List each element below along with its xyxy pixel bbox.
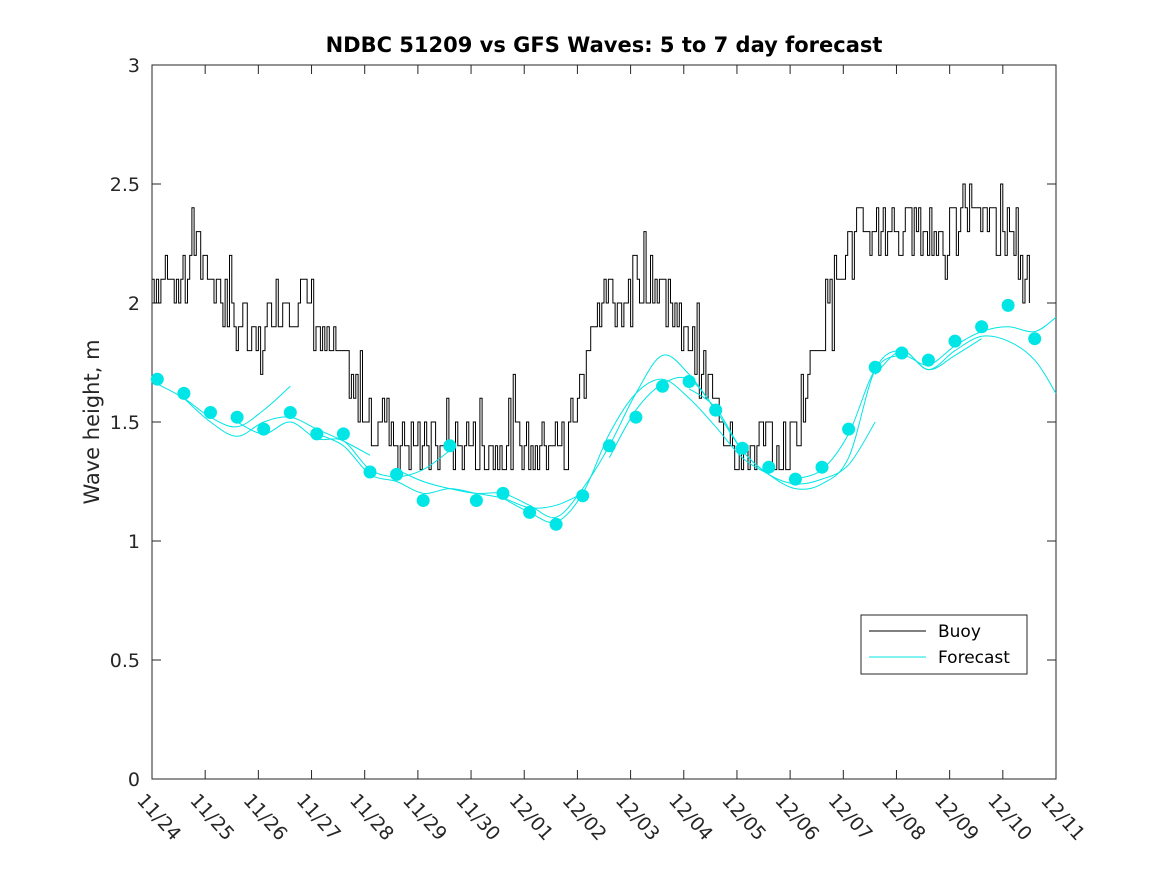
y-tick-label: 0 <box>128 769 140 791</box>
forecast-point <box>975 320 989 334</box>
y-tick-label: 0.5 <box>110 650 140 672</box>
buoy-series <box>152 183 1030 471</box>
y-tick-label: 1.5 <box>110 412 140 434</box>
y-tick-label: 3 <box>128 55 140 77</box>
y-tick-label: 2 <box>128 293 140 315</box>
forecast-point <box>735 441 749 455</box>
forecast-point <box>310 427 324 441</box>
forecast-point <box>204 406 217 419</box>
forecast-point <box>257 422 271 436</box>
forecast-point <box>576 489 590 503</box>
forecast-point <box>416 494 430 507</box>
y-tick-label: 1 <box>128 531 140 553</box>
legend: Buoy Forecast <box>860 614 1028 675</box>
y-tick-label: 2.5 <box>110 174 140 196</box>
forecast-run-line <box>236 421 451 478</box>
y-axis-label: Wave height, m <box>80 339 104 504</box>
forecast-point <box>948 334 962 348</box>
forecast-point <box>788 472 802 486</box>
forecast-point <box>842 422 856 436</box>
forecast-point <box>336 427 350 441</box>
forecast-point <box>921 353 935 367</box>
legend-box <box>860 614 1028 675</box>
forecast-point <box>390 467 404 481</box>
forecast-point <box>629 410 643 424</box>
forecast-point <box>549 517 563 531</box>
forecast-point <box>1028 332 1042 346</box>
forecast-point <box>523 505 537 519</box>
forecast-point <box>230 410 244 424</box>
forecast-point <box>602 439 616 453</box>
forecast-point <box>1001 298 1015 312</box>
forecast-point <box>469 494 483 507</box>
forecast-point <box>177 386 191 400</box>
forecast-point <box>496 486 510 500</box>
forecast-point <box>868 360 882 374</box>
forecast-point <box>656 379 669 393</box>
forecast-point <box>709 403 723 417</box>
forecast-run-line <box>396 354 717 519</box>
legend-buoy-label: Buoy <box>938 622 981 642</box>
forecast-point <box>762 460 776 474</box>
forecast-point <box>895 346 909 360</box>
buoy-line <box>152 183 1030 471</box>
chart-title: NDBC 51209 vs GFS Waves: 5 to 7 day fore… <box>326 33 883 57</box>
forecast-point <box>443 439 457 453</box>
forecast-markers <box>150 298 1042 531</box>
legend-forecast-label: Forecast <box>938 648 1010 668</box>
forecast-point <box>682 375 696 388</box>
forecast-point <box>150 372 164 386</box>
forecast-point <box>363 465 377 479</box>
forecast-point <box>283 406 297 419</box>
forecast-run-line <box>502 378 770 524</box>
forecast-point <box>815 460 829 474</box>
